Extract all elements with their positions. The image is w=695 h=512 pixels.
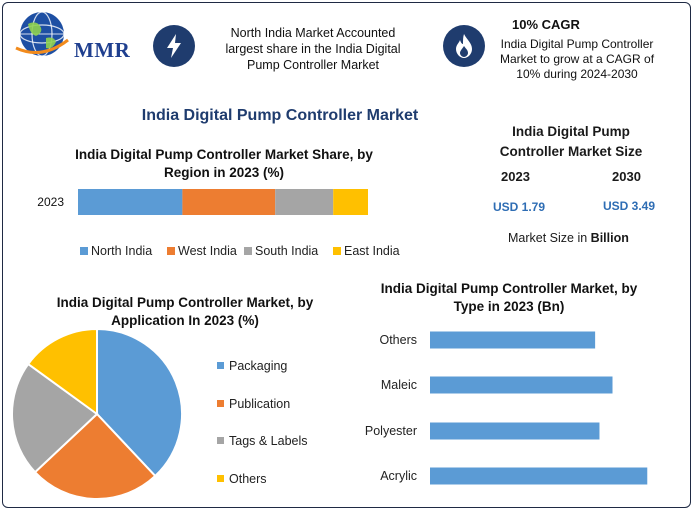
region-bar-segment-2 (275, 189, 334, 215)
application-chart-title: India Digital Pump Controller Market, by… (56, 295, 314, 328)
region-category-label: 2023 (37, 195, 64, 209)
pie-slice-1 (33, 412, 157, 500)
region-bar-segment-1 (182, 189, 276, 215)
lightning-bolt-icon (167, 34, 181, 58)
pie-slice-3 (26, 328, 98, 416)
cagr-title: 10% CAGR (512, 17, 580, 32)
pie-legend-swatch-0 (217, 362, 224, 369)
pie-legend-label-1: Publication (229, 397, 290, 411)
flame-badge (443, 25, 485, 67)
globe-icon (15, 11, 69, 57)
region-legend-swatch-3 (333, 247, 341, 255)
market-share-note: North India Market Accounted largest sha… (225, 26, 401, 72)
pie-legend-swatch-3 (217, 475, 224, 482)
pie-slice-2 (11, 362, 99, 474)
logo-text: MMR (74, 38, 131, 62)
size-year-2023: 2023 (501, 169, 530, 184)
market-size-unit-note: Market Size in Billion (508, 231, 629, 245)
region-legend-label-0: North India (91, 244, 152, 258)
region-chart-title: India Digital Pump Controller Market Sha… (75, 147, 373, 180)
brand-logo: MMR (14, 10, 144, 62)
type-category-label-3: Acrylic (380, 469, 417, 483)
region-stacked-bar-chart: 2023 North India West India South India East… (37, 189, 400, 258)
unit-note-prefix: Market Size in (508, 231, 591, 245)
pie-legend-swatch-2 (217, 437, 224, 444)
region-bar-segment-3 (333, 189, 368, 215)
region-legend-swatch-1 (167, 247, 175, 255)
size-year-2030: 2030 (612, 169, 641, 184)
application-pie-chart: Packaging Publication Tags & Labels Others (11, 328, 308, 500)
type-bar-0 (430, 331, 596, 349)
type-bar-1 (430, 376, 613, 394)
pie-legend-label-0: Packaging (229, 359, 287, 373)
region-legend-label-3: East India (344, 244, 400, 258)
region-bar-segment-0 (78, 189, 183, 215)
lightning-badge (153, 25, 195, 67)
type-bar-3 (430, 467, 648, 485)
pie-legend-swatch-1 (217, 400, 224, 407)
pie-slice-0 (96, 328, 183, 478)
region-legend-swatch-0 (80, 247, 88, 255)
region-legend-label-1: West India (178, 244, 237, 258)
pie-legend-label-2: Tags & Labels (229, 434, 308, 448)
unit-note-unit: Billion (590, 231, 629, 245)
infographic-frame (2, 2, 691, 508)
region-legend-label-2: South India (255, 244, 318, 258)
region-legend-swatch-2 (244, 247, 252, 255)
cagr-note: India Digital Pump Controller Market to … (499, 37, 655, 81)
market-size-title: India Digital Pump Controller Market Siz… (499, 124, 643, 159)
type-bar-chart: Others Maleic Polyester Acrylic (365, 331, 648, 485)
pie-legend-label-3: Others (229, 472, 267, 486)
type-bar-2 (430, 422, 600, 440)
type-category-label-2: Polyester (365, 424, 417, 438)
type-category-label-1: Maleic (381, 378, 417, 392)
flame-icon (456, 34, 472, 58)
size-value-2023: USD 1.79 (493, 200, 546, 214)
page-title: India Digital Pump Controller Market (141, 107, 419, 124)
type-category-label-0: Others (379, 333, 417, 347)
type-chart-title: India Digital Pump Controller Market, by… (380, 281, 638, 314)
size-value-2030: USD 3.49 (603, 199, 656, 213)
